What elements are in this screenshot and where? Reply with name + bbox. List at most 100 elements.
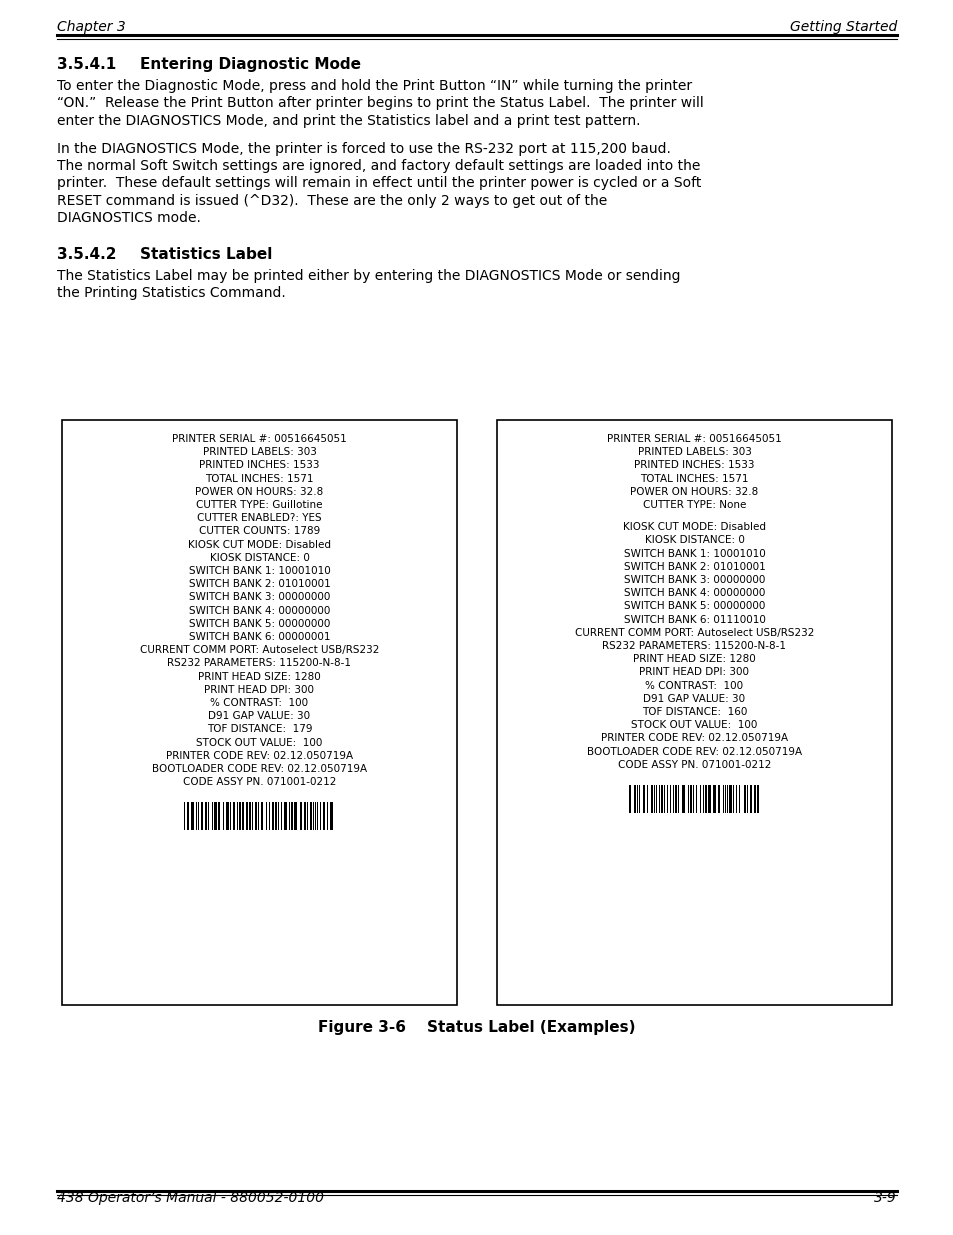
Text: PRINT HEAD SIZE: 1280: PRINT HEAD SIZE: 1280 [198,672,320,682]
Text: 438 Operator’s Manual - 880052-0100: 438 Operator’s Manual - 880052-0100 [57,1191,324,1205]
Bar [201,803,203,830]
Text: TOF DISTANCE:  160: TOF DISTANCE: 160 [641,706,746,718]
Bar [323,803,325,830]
Text: SWITCH BANK 5: 00000000: SWITCH BANK 5: 00000000 [623,601,764,611]
Text: SWITCH BANK 2: 01010001: SWITCH BANK 2: 01010001 [623,562,764,572]
Text: POWER ON HOURS: 32.8: POWER ON HOURS: 32.8 [630,487,758,496]
Text: 3.5.4.2: 3.5.4.2 [57,247,116,262]
Text: TOTAL INCHES: 1571: TOTAL INCHES: 1571 [639,473,748,484]
Text: % CONTRAST:  100: % CONTRAST: 100 [211,698,308,708]
Bar [239,803,240,830]
Bar [670,785,671,813]
Bar [257,803,259,830]
Text: PRINT HEAD SIZE: 1280: PRINT HEAD SIZE: 1280 [633,655,755,664]
Text: POWER ON HOURS: 32.8: POWER ON HOURS: 32.8 [195,487,323,496]
Bar [732,785,733,813]
Bar [689,785,691,813]
Bar [728,785,731,813]
Text: 3.5.4.1: 3.5.4.1 [57,57,116,72]
Bar [198,803,199,830]
Bar [218,803,220,830]
Bar [687,785,688,813]
Text: Getting Started: Getting Started [789,20,896,35]
Text: PRINTER SERIAL #: 00516645051: PRINTER SERIAL #: 00516645051 [606,433,781,445]
Text: % CONTRAST:  100: % CONTRAST: 100 [645,680,742,690]
Text: PRINTER CODE REV: 02.12.050719A: PRINTER CODE REV: 02.12.050719A [166,751,353,761]
Text: SWITCH BANK 5: 00000000: SWITCH BANK 5: 00000000 [189,619,330,629]
Bar [226,803,229,830]
Bar [739,785,740,813]
Text: The Statistics Label may be printed either by entering the DIAGNOSTICS Mode or s: The Statistics Label may be printed eith… [57,269,679,283]
Text: PRINTED LABELS: 303: PRINTED LABELS: 303 [637,447,751,457]
Bar [184,803,185,830]
Text: Figure 3-6    Status Label (Examples): Figure 3-6 Status Label (Examples) [318,1020,635,1035]
Bar [746,785,747,813]
Text: KIOSK DISTANCE: 0: KIOSK DISTANCE: 0 [644,536,743,546]
Bar [280,803,282,830]
Bar [62,420,456,1005]
Text: RESET command is issued (^D32).  These are the only 2 ways to get out of the: RESET command is issued (^D32). These ar… [57,194,607,207]
Bar [188,803,189,830]
Bar [634,785,636,813]
Text: 3-9: 3-9 [873,1191,896,1205]
Bar [249,803,251,830]
Text: TOF DISTANCE:  179: TOF DISTANCE: 179 [207,725,312,735]
Text: SWITCH BANK 3: 00000000: SWITCH BANK 3: 00000000 [189,593,330,603]
Bar [646,785,647,813]
Text: CURRENT COMM PORT: Autoselect USB/RS232: CURRENT COMM PORT: Autoselect USB/RS232 [575,627,813,637]
Bar [205,803,207,830]
Bar [663,785,664,813]
Text: CODE ASSY PN. 071001-0212: CODE ASSY PN. 071001-0212 [183,777,335,787]
Bar [269,803,270,830]
Bar [678,785,679,813]
Text: PRINTER CODE REV: 02.12.050719A: PRINTER CODE REV: 02.12.050719A [600,734,787,743]
Bar [277,803,278,830]
Bar [629,785,630,813]
Text: KIOSK CUT MODE: Disabled: KIOSK CUT MODE: Disabled [188,540,331,550]
Bar [275,803,276,830]
Text: KIOSK DISTANCE: 0: KIOSK DISTANCE: 0 [210,553,309,563]
Bar [650,785,653,813]
Bar [319,803,321,830]
Text: SWITCH BANK 4: 00000000: SWITCH BANK 4: 00000000 [189,605,330,615]
Text: printer.  These default settings will remain in effect until the printer power i: printer. These default settings will rem… [57,177,700,190]
Text: To enter the Diagnostic Mode, press and hold the Print Button “IN” while turning: To enter the Diagnostic Mode, press and … [57,79,691,93]
Bar [299,803,302,830]
Bar [726,785,727,813]
Bar [266,803,267,830]
Bar [291,803,293,830]
Text: BOOTLOADER CODE REV: 02.12.050719A: BOOTLOADER CODE REV: 02.12.050719A [152,764,367,774]
Text: PRINTED INCHES: 1533: PRINTED INCHES: 1533 [199,461,319,471]
Bar [637,785,638,813]
Text: Statistics Label: Statistics Label [140,247,273,262]
Text: SWITCH BANK 6: 00000001: SWITCH BANK 6: 00000001 [189,632,330,642]
Text: PRINT HEAD DPI: 300: PRINT HEAD DPI: 300 [204,684,314,695]
Bar [310,803,312,830]
Text: PRINTED INCHES: 1533: PRINTED INCHES: 1533 [634,461,754,471]
Bar [307,803,308,830]
Bar [718,785,719,813]
Text: SWITCH BANK 3: 00000000: SWITCH BANK 3: 00000000 [623,576,764,585]
Bar [214,803,217,830]
Bar [693,785,694,813]
Bar [223,803,224,830]
Text: D91 GAP VALUE: 30: D91 GAP VALUE: 30 [208,711,311,721]
Bar [316,803,317,830]
Bar [284,803,287,830]
Text: PRINTER SERIAL #: 00516645051: PRINTER SERIAL #: 00516645051 [172,433,347,445]
Text: D91 GAP VALUE: 30: D91 GAP VALUE: 30 [642,694,745,704]
Text: PRINT HEAD DPI: 300: PRINT HEAD DPI: 300 [639,667,749,678]
Text: SWITCH BANK 6: 01110010: SWITCH BANK 6: 01110010 [623,615,764,625]
Text: CUTTER TYPE: Guillotine: CUTTER TYPE: Guillotine [196,500,322,510]
Bar [233,803,235,830]
Text: KIOSK CUT MODE: Disabled: KIOSK CUT MODE: Disabled [622,522,765,532]
Text: The normal Soft Switch settings are ignored, and factory default settings are lo: The normal Soft Switch settings are igno… [57,159,700,173]
Bar [757,785,758,813]
Bar [666,785,668,813]
Bar [254,803,256,830]
Bar [707,785,710,813]
Bar [236,803,237,830]
Bar [712,785,715,813]
Text: DIAGNOSTICS mode.: DIAGNOSTICS mode. [57,211,201,226]
Text: In the DIAGNOSTICS Mode, the printer is forced to use the RS-232 port at 115,200: In the DIAGNOSTICS Mode, the printer is … [57,142,670,156]
